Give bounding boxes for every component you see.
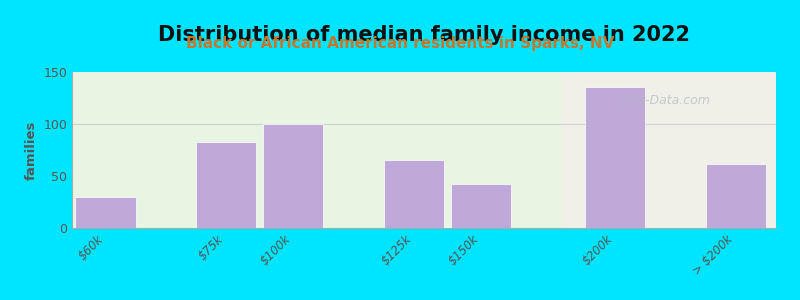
Bar [263,124,323,228]
Text: Black or African American residents in Sparks, NV: Black or African American residents in S… [186,36,614,51]
Bar [585,87,646,228]
Bar [196,142,256,228]
Bar [451,184,511,228]
Title: Distribution of median family income in 2022: Distribution of median family income in … [158,26,690,45]
Text: City-Data.com: City-Data.com [621,94,710,106]
Bar [562,72,790,228]
Y-axis label: families: families [25,120,38,180]
Bar [384,160,444,228]
Bar [72,72,562,228]
Bar [75,197,136,228]
Bar [706,164,766,228]
